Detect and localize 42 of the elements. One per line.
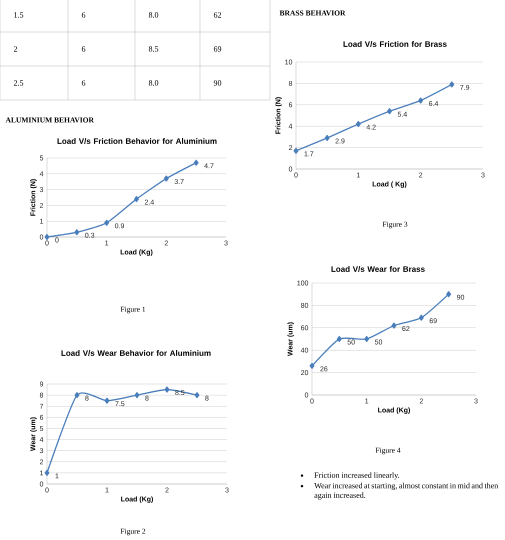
- point: [134, 392, 140, 398]
- chart-title: Load V/s Friction Behavior for Aluminium: [58, 138, 217, 144]
- point: [324, 134, 330, 142]
- text: Wear increased at starting, almost constant in mid and then again increased.: [314, 482, 498, 500]
- point: [164, 175, 169, 182]
- point: [134, 196, 139, 202]
- point: [104, 398, 110, 404]
- point: [446, 291, 452, 298]
- point: [74, 229, 80, 236]
- point: [164, 386, 170, 393]
- text: 6: [82, 12, 86, 18]
- point: [194, 160, 199, 166]
- chart-title: Load V/s Wear for Brass: [331, 266, 425, 272]
- point: [194, 392, 200, 398]
- point: [387, 108, 392, 114]
- chart-title: Load V/s Friction for Brass: [344, 41, 447, 47]
- text: 2: [14, 46, 18, 52]
- text: 1.5: [14, 12, 24, 18]
- text: 90: [214, 80, 222, 86]
- point: [44, 234, 50, 240]
- point: [44, 470, 50, 476]
- text: 69: [214, 46, 222, 52]
- point: [449, 81, 454, 88]
- text: 8.5: [148, 46, 158, 52]
- text: 6: [82, 46, 86, 52]
- point: [392, 322, 396, 329]
- point: [336, 336, 342, 342]
- point: [294, 148, 298, 154]
- text: 62: [214, 12, 222, 18]
- point: [418, 314, 424, 321]
- text: Friction increased linearly.: [314, 472, 400, 480]
- point: [418, 97, 424, 104]
- chart-title: Load V/s Wear Behavior for Aluminium: [61, 350, 211, 356]
- point: [356, 121, 361, 128]
- text: 8.0: [148, 12, 158, 18]
- point: [310, 362, 314, 369]
- text: 2.5: [14, 80, 24, 86]
- point: [74, 392, 80, 398]
- text: 6: [82, 80, 86, 86]
- text: 8.0: [148, 80, 158, 86]
- point: [104, 220, 110, 226]
- point: [364, 336, 370, 342]
